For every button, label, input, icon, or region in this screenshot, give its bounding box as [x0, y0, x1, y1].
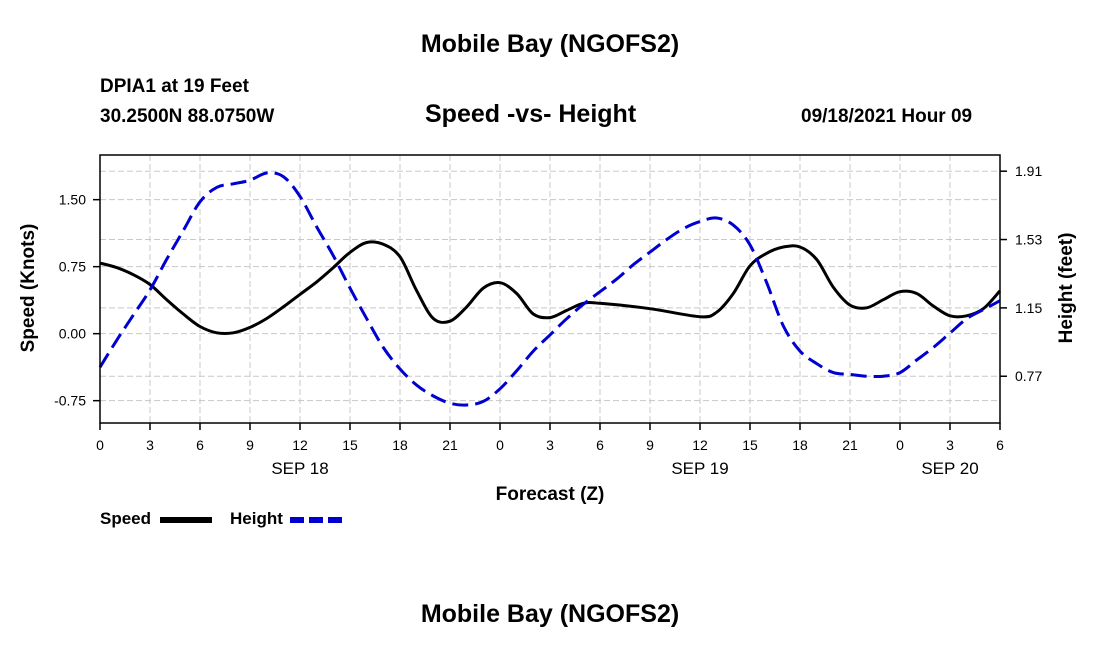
x-tick-label: 18 — [392, 437, 408, 453]
x-tick-label: 12 — [692, 437, 708, 453]
x-tick-label: 18 — [792, 437, 808, 453]
y2-tick-label: 0.77 — [1015, 368, 1042, 384]
legend-speed-label: Speed — [100, 509, 152, 528]
series-line-speed — [99, 240, 1002, 336]
x-tick-label: 21 — [442, 437, 458, 453]
x-tick-label: 6 — [596, 437, 604, 453]
x-tick-label: 3 — [546, 437, 554, 453]
station-coordinates: 30.2500N 88.0750W — [100, 106, 275, 127]
y2-axis-title: Height (feet) — [1056, 233, 1077, 344]
x-date-label: SEP 19 — [671, 459, 728, 478]
y2-tick-label: 1.15 — [1015, 300, 1042, 316]
legend-height-label: Height — [230, 509, 283, 528]
x-tick-label: 9 — [246, 437, 254, 453]
x-tick-label: 21 — [842, 437, 858, 453]
x-date-label: SEP 20 — [921, 459, 978, 478]
series-line-height — [98, 171, 1001, 407]
y-tick-label: -0.75 — [54, 393, 86, 409]
x-tick-label: 3 — [146, 437, 154, 453]
x-tick-label: 15 — [342, 437, 358, 453]
x-tick-label: 3 — [946, 437, 954, 453]
station-label: DPIA1 at 19 Feet — [100, 76, 249, 97]
legend-height-swatch — [290, 517, 342, 523]
x-tick-label: 0 — [96, 437, 104, 453]
label-layer: Forecast (Z) Speed (Knots) Height (feet) — [18, 224, 1077, 505]
x-tick-label: 0 — [496, 437, 504, 453]
x-tick-label: 15 — [742, 437, 758, 453]
x-tick-label: 6 — [196, 437, 204, 453]
page-title: Mobile Bay (NGOFS2) — [420, 30, 680, 58]
x-tick-label: 9 — [646, 437, 654, 453]
x-tick-label: 12 — [292, 437, 308, 453]
forecast-datetime: 09/18/2021 Hour 09 — [801, 106, 973, 127]
axis-layer: 0 3 6 9 12 15 18 21 0 3 6 9 12 15 18 21 0 3 6 SEP 18 SEP 19 S… — [54, 163, 1042, 478]
y-axis-title: Speed (Knots) — [18, 224, 39, 353]
y-tick-label: 1.50 — [59, 192, 86, 208]
y-tick-label: 0.00 — [59, 326, 86, 342]
x-date-label: SEP 18 — [271, 459, 328, 478]
x-tick-label: 6 — [996, 437, 1004, 453]
y2-tick-label: 1.53 — [1015, 232, 1042, 248]
y2-tick-label: 1.91 — [1015, 163, 1042, 179]
y-tick-label: 0.75 — [59, 259, 86, 275]
chart-subtitle: Speed -vs- Height — [425, 100, 637, 128]
x-tick-label: 0 — [896, 437, 904, 453]
footer-title: Mobile Bay (NGOFS2) — [420, 600, 680, 628]
series-layer — [98, 171, 1002, 407]
legend-speed-swatch — [160, 517, 212, 523]
grid-layer — [100, 155, 1000, 423]
x-axis-title: Forecast (Z) — [496, 484, 605, 505]
